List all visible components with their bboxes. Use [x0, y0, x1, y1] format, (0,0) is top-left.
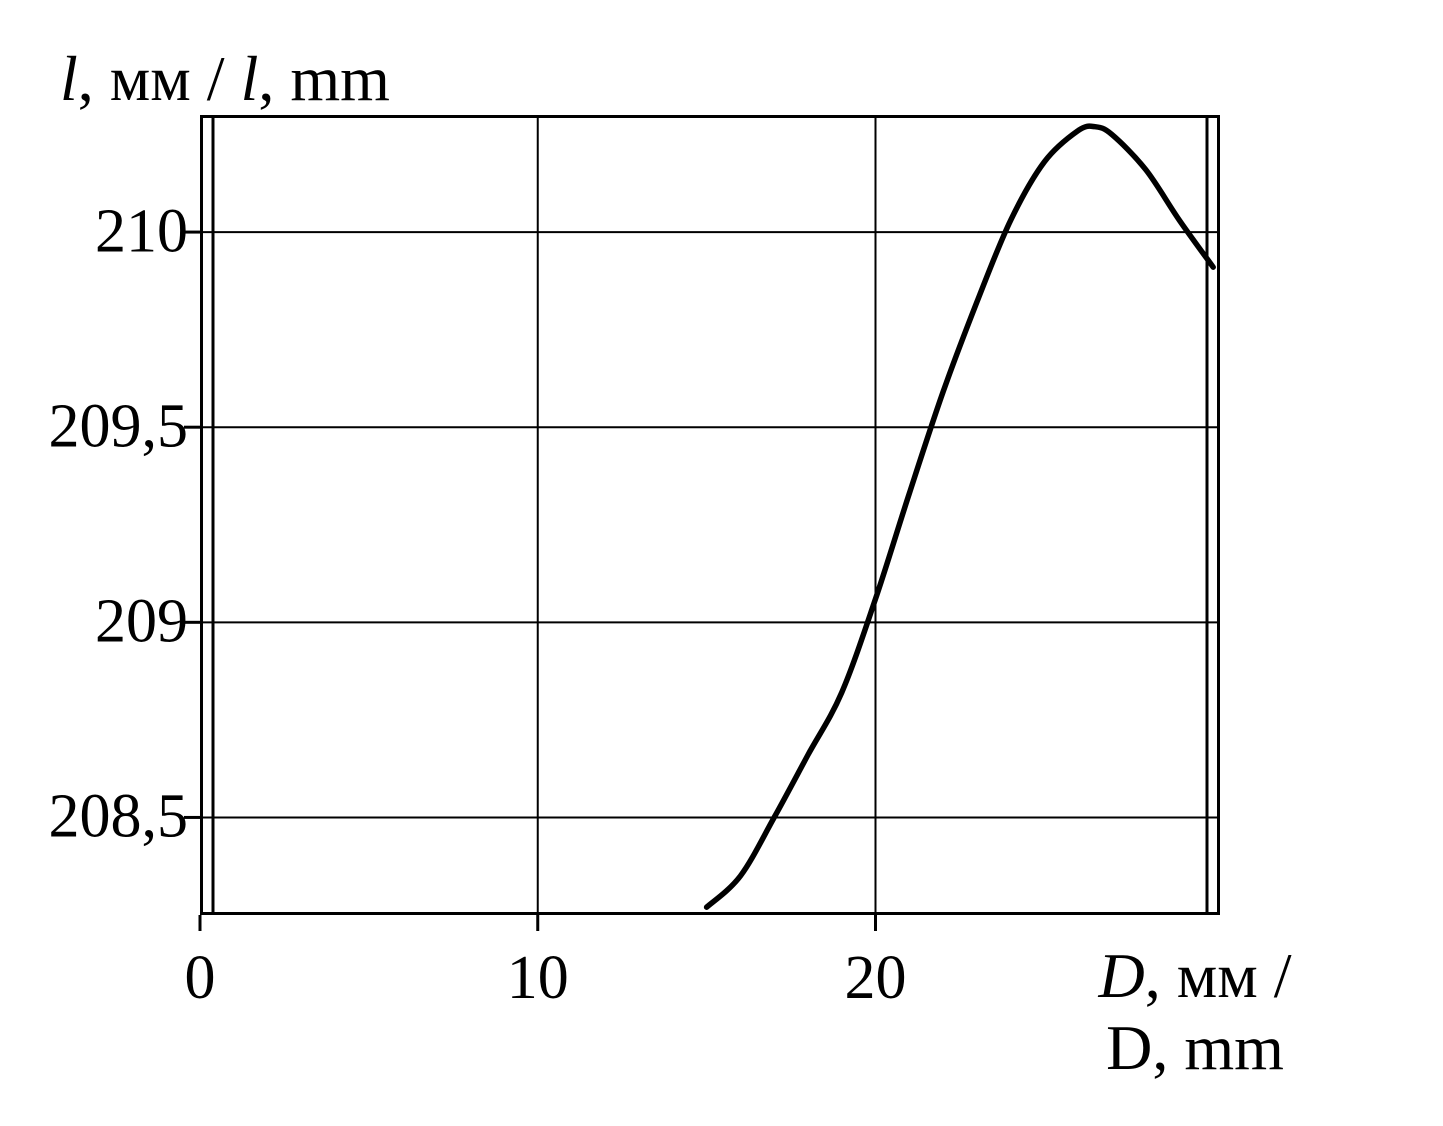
data-curve — [703, 123, 1216, 910]
y-axis-title-rest-1: , мм / — [77, 43, 241, 114]
plot-frame — [200, 115, 1220, 915]
x-axis-title-line-1: D, мм / — [1040, 940, 1350, 1012]
x-axis-title: D, мм / D, mm — [1040, 940, 1350, 1084]
y-tick-label-209: 209 — [95, 587, 188, 656]
plot-area — [184, 115, 1220, 931]
y-tick-label-210: 210 — [95, 197, 188, 266]
x-tick-label-0: 0 — [184, 944, 216, 1012]
y-axis-title-italic-1: l — [60, 43, 78, 114]
y-tick-label-208-5: 208,5 — [48, 782, 189, 851]
x-tick-label-20: 20 — [844, 944, 907, 1012]
y-tick-label-209-5: 209,5 — [48, 392, 189, 461]
x-axis-title-italic: D — [1098, 940, 1145, 1011]
y-axis-title-italic-2: l — [240, 43, 259, 114]
x-tick-label-10: 10 — [506, 944, 569, 1012]
x-axis-title-line-2: D, mm — [1106, 1012, 1284, 1083]
y-axis-title-rest-2: , mm — [258, 43, 390, 114]
x-axis-title-rest: , мм / — [1144, 940, 1292, 1011]
y-axis-title: l, мм / l, mm — [60, 42, 390, 116]
